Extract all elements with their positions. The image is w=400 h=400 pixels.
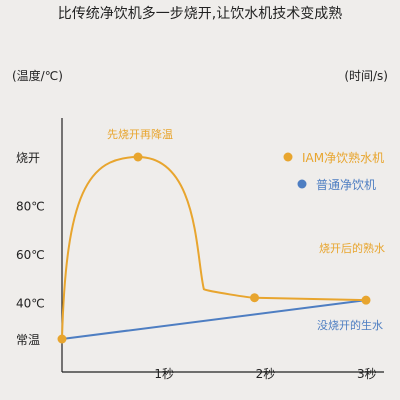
chart-title: 比传统净饮机多一步烧开,让饮水机技术变成熟 — [58, 5, 342, 22]
series-line-normal — [61, 299, 367, 340]
data-point-iam — [250, 293, 260, 303]
legend-marker-iam — [283, 152, 293, 162]
y-tick-label: 烧开 — [16, 151, 40, 165]
y-tick-label: 常温 — [16, 333, 40, 347]
annotation-label: 烧开后的熟水 — [319, 241, 385, 255]
tick-labels: 常温 40℃ 60℃ 80℃ 烧开 1秒 2秒 3秒 — [16, 151, 377, 381]
x-tick-label: 3秒 — [357, 367, 377, 381]
data-point-iam — [57, 334, 67, 344]
y-tick-label: 40℃ — [16, 297, 45, 311]
series-line-iam — [61, 155, 367, 340]
legend-label-normal: 普通净饮机 — [316, 178, 376, 192]
data-point-iam — [361, 295, 371, 305]
y-axis-label: (温度/℃) — [12, 68, 63, 83]
data-point-iam — [133, 152, 143, 162]
series-lines — [61, 155, 367, 340]
legend-label-iam: IAM净饮熟水机 — [302, 150, 384, 165]
y-tick-label: 80℃ — [16, 200, 45, 214]
legend-marker-normal — [297, 179, 307, 189]
x-tick-label: 1秒 — [154, 367, 174, 381]
data-points — [57, 152, 371, 344]
x-tick-label: 2秒 — [256, 367, 276, 381]
annotation-label: 没烧开的生水 — [317, 318, 383, 332]
annotation-label: 先烧开再降温 — [107, 127, 173, 141]
x-axis-label: (时间/s) — [344, 69, 388, 83]
y-tick-label: 60℃ — [16, 248, 45, 262]
